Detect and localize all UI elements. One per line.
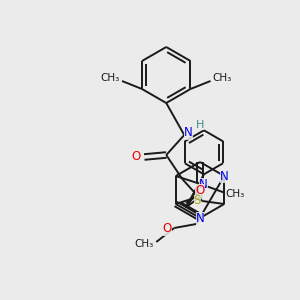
Text: O: O [132,151,141,164]
Text: CH₃: CH₃ [135,239,154,249]
Text: O: O [195,184,205,196]
Text: CH₃: CH₃ [213,73,232,83]
Text: S: S [194,194,201,208]
Text: N: N [196,212,204,224]
Text: N: N [184,127,193,140]
Text: O: O [163,223,172,236]
Text: N: N [220,169,229,182]
Text: N: N [199,178,208,191]
Text: H: H [196,120,204,130]
Text: CH₃: CH₃ [226,189,245,199]
Text: CH₃: CH₃ [100,73,120,83]
